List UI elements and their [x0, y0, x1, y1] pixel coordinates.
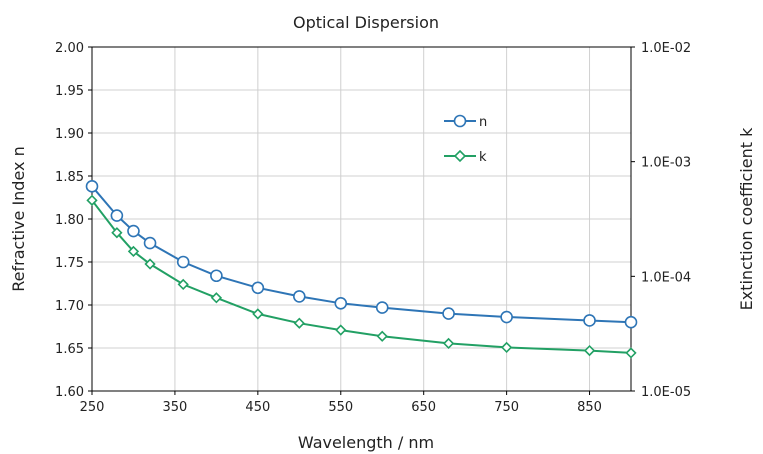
- y-axis-label: Refractive Index n: [9, 146, 28, 291]
- point-k: [111, 227, 123, 239]
- x-tick-label: 450: [245, 400, 270, 415]
- point-k: [127, 245, 140, 258]
- x-axis-label: Wavelength / nm: [298, 433, 434, 452]
- y-tick-label: 1.90: [55, 127, 84, 142]
- chart-title: Optical Dispersion: [293, 13, 439, 32]
- y-tick-label: 1.75: [55, 256, 84, 271]
- point-k: [376, 330, 388, 342]
- point-k: [210, 292, 223, 304]
- legend-marker-k: [453, 149, 467, 163]
- y2-tick-label: 1.0E-02: [641, 41, 691, 56]
- y-tick-label: 1.85: [55, 170, 84, 185]
- x-axis-ticks: 250 350 450 550 650 750 850: [80, 391, 602, 415]
- y-tick-label: 1.70: [55, 299, 84, 314]
- y2-axis-label: Extinction coefficient k: [737, 127, 756, 310]
- legend-marker-n: [453, 114, 467, 128]
- y-tick-label: 2.00: [55, 41, 84, 56]
- point-n: [85, 180, 99, 193]
- point-k: [500, 341, 513, 354]
- y2-tick-label: 1.0E-03: [641, 156, 691, 171]
- y2-axis-ticks: 1.0E-05 1.0E-04 1.0E-03 1.0E-02: [631, 41, 691, 400]
- x-tick-label: 550: [328, 400, 353, 415]
- point-n: [251, 281, 265, 295]
- point-k: [144, 258, 156, 270]
- point-n: [624, 315, 638, 329]
- point-n: [583, 314, 596, 327]
- point-k: [583, 344, 596, 357]
- point-k: [252, 308, 264, 320]
- y-axis-ticks: 1.60 1.65 1.70 1.75 1.80 1.85 1.90 1.95 2.00: [55, 41, 92, 400]
- point-n: [293, 290, 306, 303]
- data-series: [85, 180, 638, 359]
- point-n: [110, 209, 124, 222]
- point-n: [500, 310, 513, 324]
- point-n: [442, 307, 455, 320]
- legend: n k: [444, 114, 487, 165]
- point-n: [176, 255, 190, 269]
- y-tick-label: 1.60: [55, 385, 84, 400]
- point-n: [143, 236, 157, 250]
- point-n: [210, 269, 223, 283]
- x-tick-label: 350: [163, 400, 188, 415]
- x-tick-label: 250: [80, 400, 105, 415]
- point-n: [334, 296, 348, 310]
- x-tick-label: 750: [494, 400, 519, 415]
- point-n: [127, 224, 140, 238]
- x-tick-label: 650: [411, 400, 436, 415]
- point-k: [293, 317, 305, 329]
- point-k: [335, 324, 347, 336]
- point-n: [375, 301, 389, 314]
- point-k: [86, 194, 98, 206]
- y2-tick-label: 1.0E-04: [641, 270, 691, 285]
- x-tick-label: 850: [577, 400, 602, 415]
- y-tick-label: 1.65: [55, 342, 84, 357]
- y-tick-label: 1.80: [55, 213, 84, 228]
- legend-label-k: k: [479, 150, 487, 165]
- point-k: [442, 337, 455, 350]
- point-k: [625, 347, 637, 359]
- legend-label-n: n: [479, 115, 487, 130]
- y-tick-label: 1.95: [55, 84, 84, 99]
- point-k: [177, 278, 189, 291]
- y2-tick-label: 1.0E-05: [641, 385, 691, 400]
